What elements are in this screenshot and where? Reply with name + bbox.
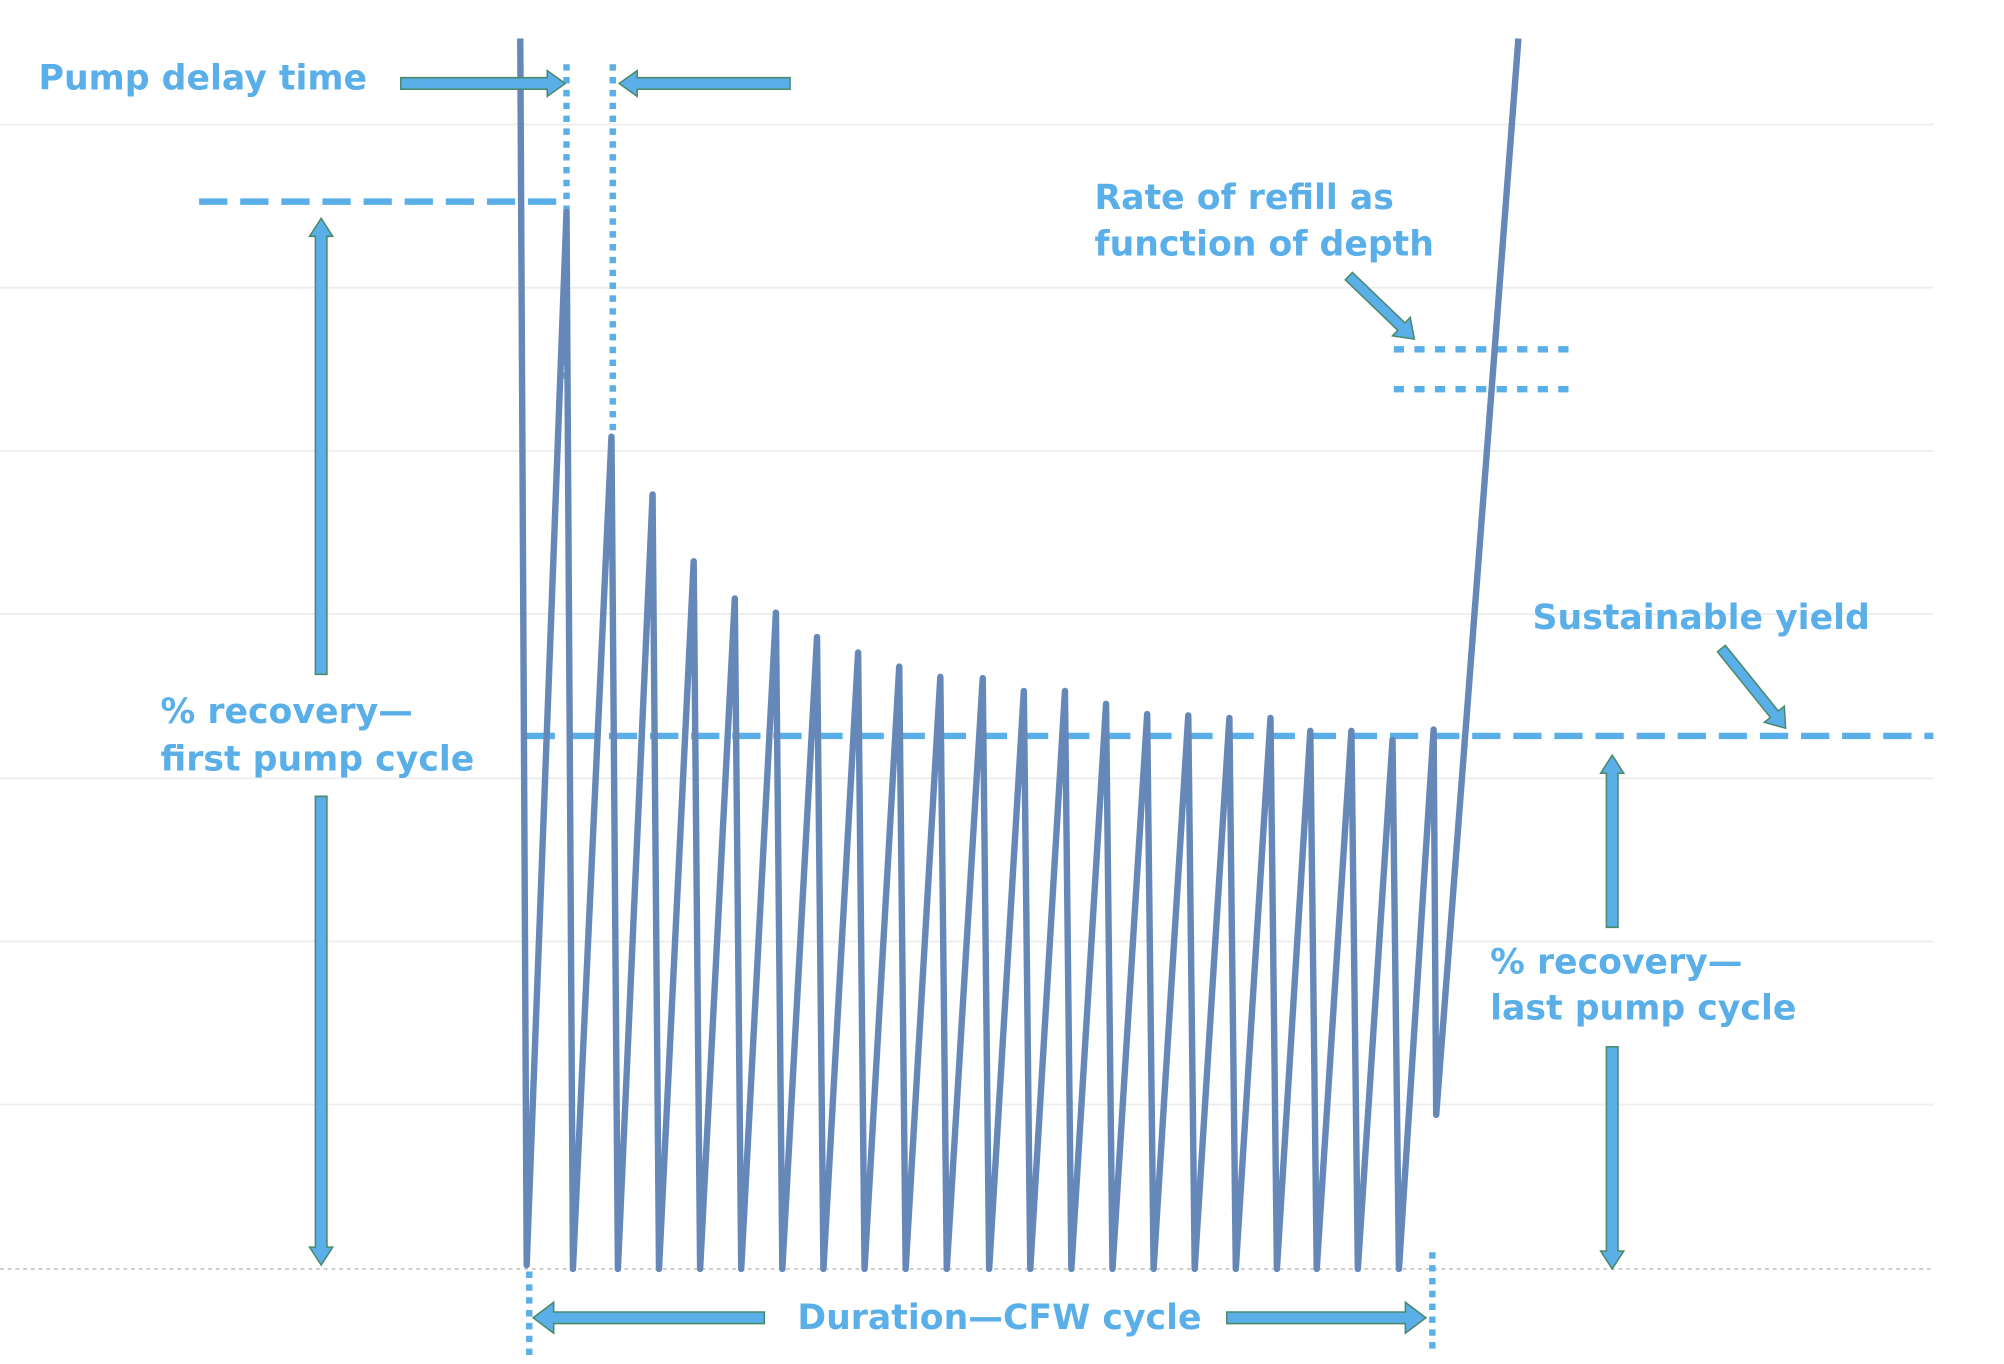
refill-label: function of depth	[1094, 224, 1433, 264]
sustainable-yield-label: Sustainable yield	[1533, 598, 1870, 638]
recovery-first-label: % recovery—	[161, 692, 413, 732]
pump-delay-label: Pump delay time	[39, 59, 367, 99]
arrow	[308, 216, 335, 676]
arrow	[1716, 644, 1787, 730]
recovery-first-label: first pump cycle	[161, 739, 475, 779]
arrow	[1599, 1045, 1626, 1271]
refill-label: Rate of refill as	[1094, 178, 1393, 218]
arrow	[1599, 753, 1626, 929]
arrow	[617, 69, 791, 98]
water-level-curve	[517, 38, 1522, 1273]
duration-label: Duration—CFW cycle	[797, 1298, 1201, 1338]
arrow	[531, 1300, 766, 1335]
recovery-last-label: % recovery—	[1490, 942, 1742, 982]
arrows	[308, 69, 1787, 1335]
arrow	[1226, 1300, 1428, 1335]
recovery-last-label: last pump cycle	[1490, 989, 1796, 1029]
arrow	[1344, 271, 1416, 340]
arrow	[308, 795, 335, 1267]
arrow	[400, 69, 567, 98]
